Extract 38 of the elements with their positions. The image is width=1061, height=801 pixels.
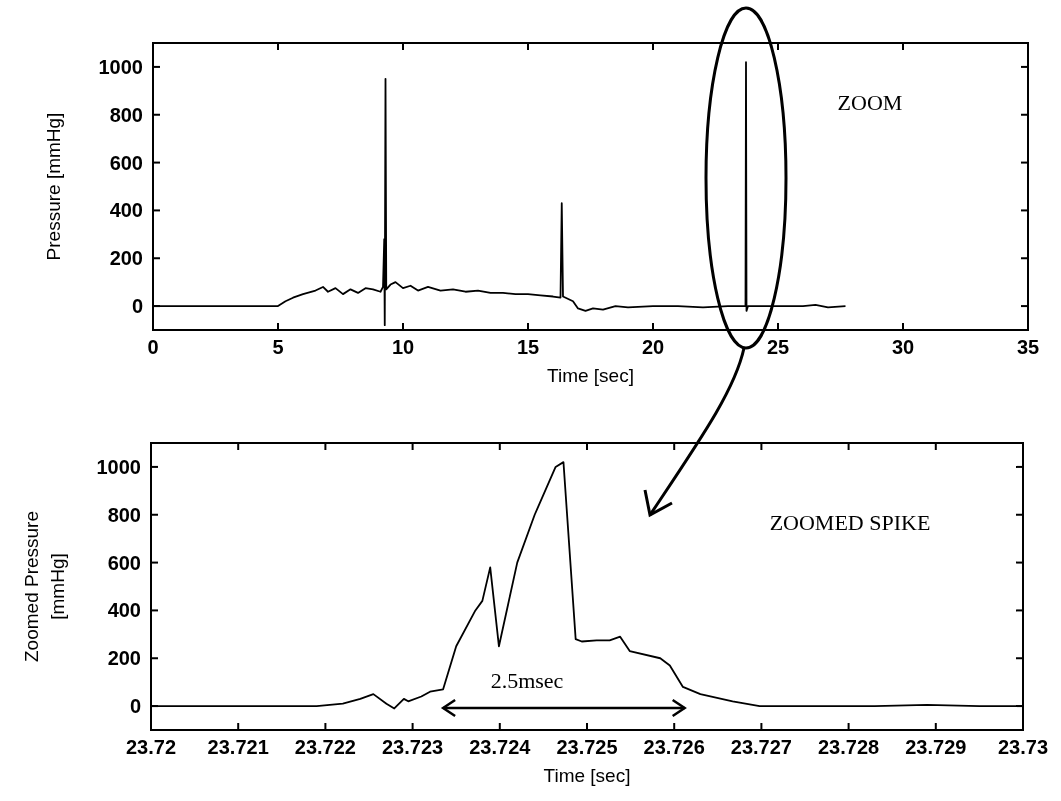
y-tick-label: 800 [107, 503, 141, 526]
y-tick-label: 600 [109, 151, 143, 174]
annotation: ZOOM [837, 90, 903, 115]
y-tick-label: 200 [107, 647, 141, 670]
x-tick-label: 23.725 [556, 736, 618, 758]
x-tick-label: 23.724 [469, 736, 532, 758]
x-tick-label: 23.727 [730, 736, 792, 758]
x-tick-label: 23.729 [905, 736, 967, 758]
x-tick-label: 23.721 [207, 736, 269, 758]
x-tick-label: 23.726 [643, 736, 705, 758]
x-tick-label: 23.73 [997, 736, 1049, 758]
y-tick-label: 1000 [98, 55, 143, 78]
x-tick-label: 5 [272, 336, 284, 358]
x-tick-label: 23.722 [294, 736, 356, 758]
y-tick-label: 200 [109, 247, 143, 270]
x-tick-label: 20 [641, 336, 665, 358]
x-tick-label: 35 [1016, 336, 1040, 358]
x-tick-label: 15 [516, 336, 540, 358]
x-tick-label: 23.72 [125, 736, 177, 758]
y-axis-title: Zoomed Pressure [mmHg] [21, 510, 68, 663]
x-tick-label: 23.723 [382, 736, 444, 758]
x-tick-label: 23.728 [818, 736, 880, 758]
annotation: ZOOMED SPIKE [769, 510, 931, 535]
y-tick-label: 400 [109, 199, 143, 222]
x-tick-label: 10 [391, 336, 415, 358]
y-tick-label: 400 [107, 599, 141, 622]
y-axis-title: Pressure [mmHg] [43, 112, 64, 261]
x-tick-label: 0 [147, 336, 159, 358]
annotation: 2.5msec [490, 668, 564, 693]
y-tick-label: 0 [131, 295, 143, 318]
x-axis-title: Time [sec] [543, 765, 631, 786]
x-tick-label: 25 [766, 336, 790, 358]
y-tick-label: 1000 [96, 455, 141, 478]
x-tick-label: 30 [891, 336, 915, 358]
x-axis-title: Time [sec] [547, 365, 634, 386]
y-tick-label: 600 [107, 551, 141, 574]
y-tick-label: 800 [109, 103, 143, 126]
y-tick-label: 0 [129, 695, 141, 718]
